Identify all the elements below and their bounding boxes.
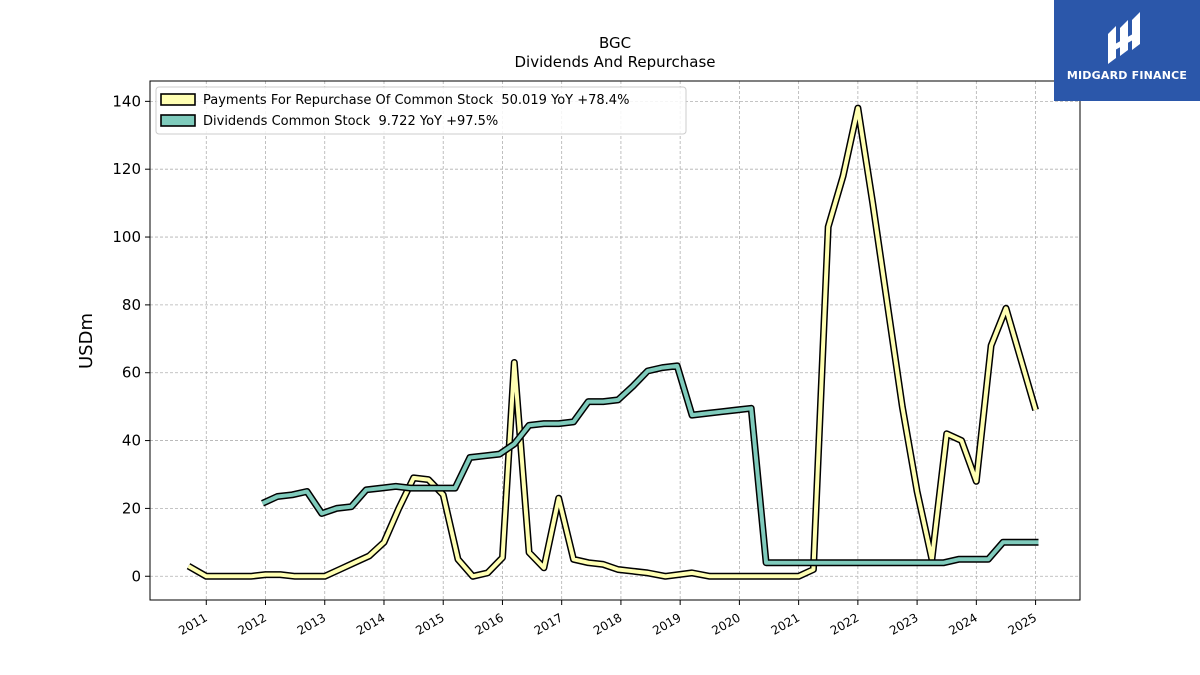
legend-label-dividends: Dividends Common Stock 9.722 YoY +97.5% [203,114,498,129]
x-tick-label: 2013 [295,610,328,637]
chart-title: BGC [599,34,631,52]
x-tick-label: 2019 [650,610,683,637]
legend-swatch-dividends [160,114,196,127]
x-tick-label: 2012 [236,610,269,637]
y-tick-label: 40 [122,432,141,450]
y-tick-label: 100 [112,228,141,246]
x-tick-label: 2023 [887,610,920,637]
x-tick-label: 2015 [413,610,446,637]
y-tick-label: 60 [122,364,141,382]
y-tick-label: 120 [112,160,141,178]
x-tick-label: 2022 [828,610,861,637]
legend-label-repurchase: Payments For Repurchase Of Common Stock … [203,93,629,108]
plot-frame [149,80,1081,601]
midgard-finance-logo: MIDGARD FINANCE [1054,0,1200,101]
x-tick-label: 2017 [532,610,565,637]
x-tick-label: 2024 [946,610,979,637]
y-tick-label: 0 [131,567,141,585]
logo-mark-icon [1108,12,1140,64]
y-tick-label: 140 [112,92,141,110]
grid [150,81,1080,600]
series-layer [186,104,1039,580]
x-tick-label: 2016 [472,610,505,637]
y-axis: 0 20 40 60 80 100 120 140 [112,92,150,585]
y-tick-label: 80 [122,296,141,314]
y-axis-label: USDm [76,313,97,369]
x-tick-label: 2014 [354,610,387,637]
legend-swatch-repurchase [160,93,196,106]
x-tick-label: 2020 [709,610,742,637]
x-tick-label: 2011 [176,610,209,637]
x-tick-label: 2021 [769,610,802,637]
y-tick-label: 20 [122,499,141,517]
legend: Payments For Repurchase Of Common Stock … [155,86,687,135]
x-tick-label: 2018 [591,610,624,637]
series-line-dividends-common-stock [261,363,1039,565]
series-outline-dividends-common-stock [261,362,1039,567]
x-tick-label: 2025 [1006,610,1039,637]
x-axis: 2011 2012 2013 2014 2015 2016 2017 2018 2019 2020… [176,600,1039,638]
chart-subtitle: Dividends And Repurchase [514,53,715,71]
series-line-payments-for-repurchase-of-common-stock [187,106,1038,579]
legend-box [155,86,687,135]
logo-text: MIDGARD FINANCE [1066,69,1188,82]
